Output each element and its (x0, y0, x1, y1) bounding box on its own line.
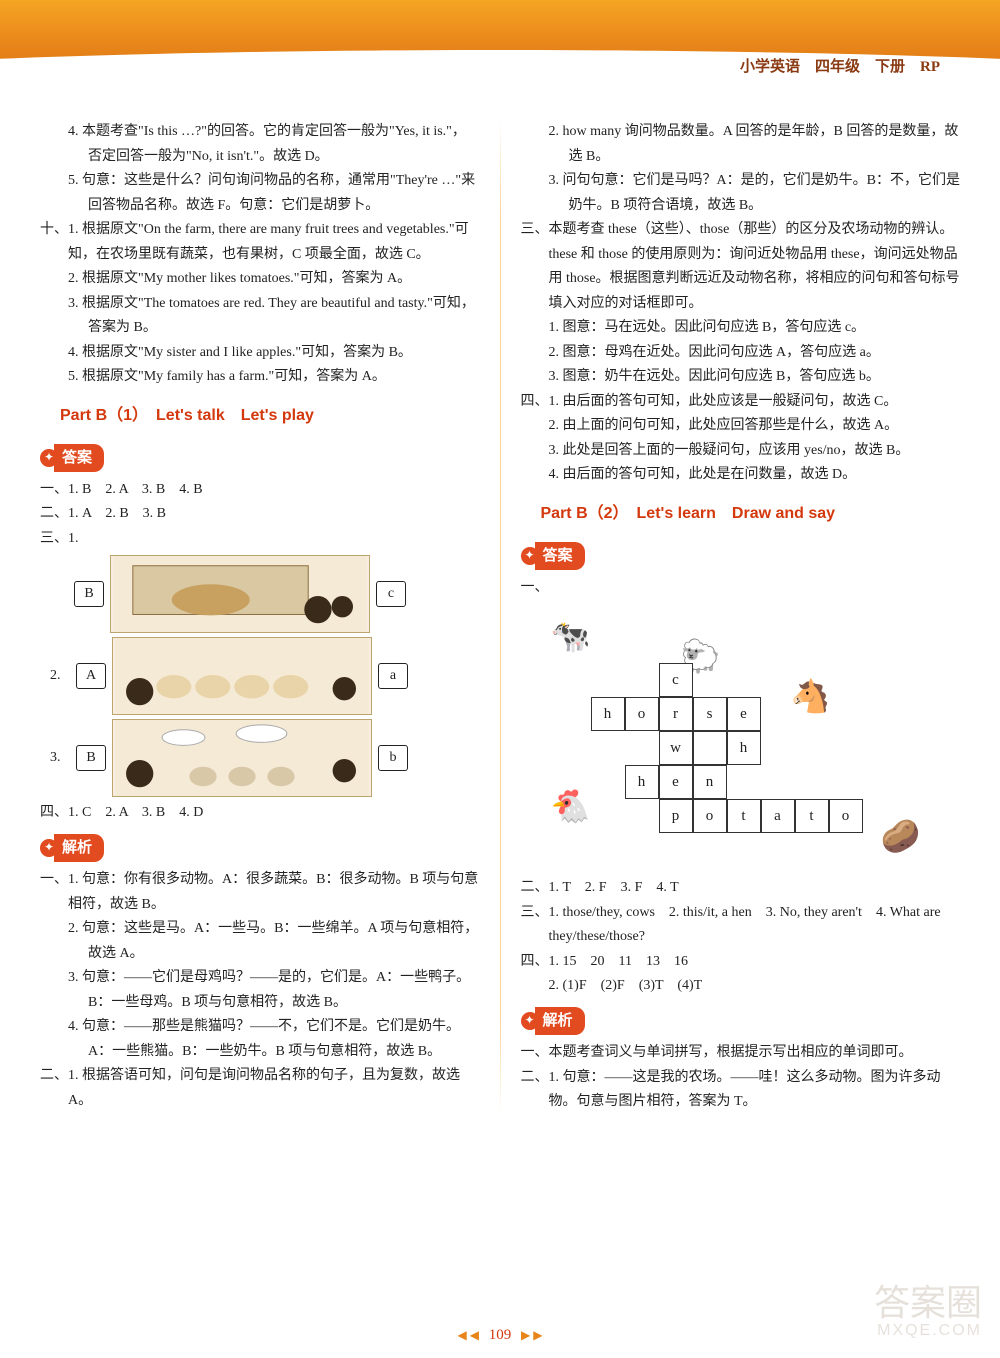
hen-icon: 🐔 (551, 778, 591, 834)
answer-line: 四、1. 15 20 11 13 16 (521, 950, 961, 975)
part-b2-title: Part B（2） Let's learn Draw and say (541, 500, 961, 528)
section10-item: 3. 根据原文"The tomatoes are red. They are b… (40, 292, 480, 341)
cont-item: 2. how many 询问物品数量。A 回答的是年龄，B 回答的是数量，故选 … (521, 120, 961, 169)
watermark-big: 答案圈 (874, 1283, 982, 1323)
page-footer: ◀ ◀ 109 ▶ ▶ (0, 1327, 1000, 1344)
analysis-item: 4. 句意：——那些是熊猫吗？——不，它们不是。它们是奶牛。A：一些熊猫。B：一… (40, 1015, 480, 1064)
triangle-icon: ▶ ▶ (521, 1328, 542, 1342)
star-icon: ✦ (40, 839, 58, 857)
star-icon: ✦ (521, 547, 539, 565)
crossword-cell: o (693, 799, 727, 833)
answers-label: 答案 (54, 444, 104, 472)
analysis-label: 解析 (535, 1007, 585, 1035)
main-content: 4. 本题考查"Is this …?"的回答。它的肯定回答一般为"Yes, it… (0, 90, 1000, 1175)
para-item: 5. 句意：这些是什么？问句询问物品的名称，通常用"They're …"来回答物… (40, 169, 480, 218)
answers-tag: ✦ 答案 (521, 542, 585, 570)
analysis-item: 2. 句意：这些是马。A：一些马。B：一些绵羊。A 项与句意相符，故选 A。 (40, 917, 480, 966)
watermark-small: MXQE.COM (874, 1322, 982, 1340)
crossword-cell: p (659, 799, 693, 833)
scene-illustration (112, 719, 372, 797)
section4-item: 2. 由上面的问句可知，此处应回答那些是什么，故选 A。 (521, 414, 961, 439)
cow-icon: 🐄 (551, 608, 591, 664)
section4-item: 3. 此处是回答上面的一般疑问句，应该用 yes/no，故选 B。 (521, 439, 961, 464)
answer-line: 三、1. (40, 527, 480, 552)
column-divider (500, 120, 501, 1115)
header-text: 小学英语 四年级 下册 RP (740, 55, 940, 76)
crossword-cell: h (591, 697, 625, 731)
answer-line: 二、1. A 2. B 3. B (40, 502, 480, 527)
section3-item: 1. 图意：马在远处。因此问句应选 B，答句应选 c。 (521, 316, 961, 341)
scene-illustration (110, 555, 370, 633)
row-num: 3. (50, 746, 70, 771)
crossword-cell: s (693, 697, 727, 731)
analysis-item: 一、1. 句意：你有很多动物。A：很多蔬菜。B：很多动物。B 项与句意相符，故选… (40, 868, 480, 917)
label-box: a (378, 663, 408, 689)
label-box: B (76, 745, 106, 771)
label-box: b (378, 745, 408, 771)
crossword-cell: r (659, 697, 693, 731)
answer-line: 三、1. those/they, cows 2. this/it, a hen … (521, 901, 961, 950)
crossword-cell: t (795, 799, 829, 833)
analysis-item: 二、1. 根据答语可知，问句是询问物品名称的句子，且为复数，故选 A。 (40, 1064, 480, 1113)
horse-icon: 🐴 (791, 668, 831, 724)
answer-line: 一、1. B 2. A 3. B 4. B (40, 478, 480, 503)
analysis-item: 二、1. 句意：——这是我的农场。——哇！这么多动物。图为许多动物。句意与图片相… (521, 1066, 961, 1115)
section3-item: 2. 图意：母鸡在近处。因此问句应选 A，答句应选 a。 (521, 341, 961, 366)
crossword-cell: o (625, 697, 659, 731)
left-column: 4. 本题考查"Is this …?"的回答。它的肯定回答一般为"Yes, it… (40, 120, 480, 1115)
page-number: 109 (489, 1327, 512, 1343)
row-num: 2. (50, 664, 70, 689)
crossword-cell: o (829, 799, 863, 833)
scene-row: 3. B b (74, 719, 480, 797)
section10-item: 5. 根据原文"My family has a farm."可知，答案为 A。 (40, 365, 480, 390)
star-icon: ✦ (40, 449, 58, 467)
analysis-tag: ✦ 解析 (40, 834, 104, 862)
analysis-label: 解析 (54, 834, 104, 862)
cross-intro: 一、 (521, 576, 961, 601)
analysis-tag: ✦ 解析 (521, 1007, 585, 1035)
cont-item: 3. 问句句意：它们是马吗？A：是的，它们是奶牛。B：不，它们是奶牛。B 项符合… (521, 169, 961, 218)
crossword-cell: h (625, 765, 659, 799)
scene-illustration (112, 637, 372, 715)
crossword-grid: 🐄 🐑 🐴 🐔 🥔 chorsewhhenpotato (551, 608, 911, 868)
crossword-cell (693, 731, 727, 765)
answer-line: 四、1. C 2. A 3. B 4. D (40, 801, 480, 826)
label-box: A (76, 663, 106, 689)
label-box: c (376, 581, 406, 607)
crossword-cell: h (727, 731, 761, 765)
answers-tag: ✦ 答案 (40, 444, 104, 472)
potato-icon: 🥔 (881, 808, 921, 864)
crossword-cell: e (727, 697, 761, 731)
para-item: 4. 本题考查"Is this …?"的回答。它的肯定回答一般为"Yes, it… (40, 120, 480, 169)
section10-item: 2. 根据原文"My mother likes tomatoes."可知，答案为… (40, 267, 480, 292)
crossword-cell: e (659, 765, 693, 799)
section3-item: 3. 图意：奶牛在远处。因此问句应选 B，答句应选 b。 (521, 365, 961, 390)
watermark: 答案圈 MXQE.COM (874, 1283, 982, 1340)
header-banner: 小学英语 四年级 下册 RP (0, 0, 1000, 90)
crossword-cell: c (659, 663, 693, 697)
label-box: B (74, 581, 104, 607)
answers-label: 答案 (535, 542, 585, 570)
right-column: 2. how many 询问物品数量。A 回答的是年龄，B 回答的是数量，故选 … (521, 120, 961, 1115)
section3-item: 三、本题考查 these（这些）、those（那些）的区分及农场动物的辨认。th… (521, 218, 961, 316)
answer-line: 二、1. T 2. F 3. F 4. T (521, 876, 961, 901)
triangle-icon: ◀ ◀ (458, 1328, 479, 1342)
analysis-item: 一、本题考查词义与单词拼写，根据提示写出相应的单词即可。 (521, 1041, 961, 1066)
section10-item: 十、1. 根据原文"On the farm, there are many fr… (40, 218, 480, 267)
star-icon: ✦ (521, 1012, 539, 1030)
section4-item: 四、1. 由后面的答句可知，此处应该是一般疑问句，故选 C。 (521, 390, 961, 415)
part-b1-title: Part B（1） Let's talk Let's play (60, 402, 480, 430)
section10-item: 4. 根据原文"My sister and I like apples."可知，… (40, 341, 480, 366)
scene-row: 2. A a (74, 637, 480, 715)
crossword-cell: w (659, 731, 693, 765)
section4-item: 4. 由后面的答句可知，此处是在问数量，故选 D。 (521, 463, 961, 488)
answer-line: 2. (1)F (2)F (3)T (4)T (521, 974, 961, 999)
crossword-cell: a (761, 799, 795, 833)
scene-row: B c (74, 555, 480, 633)
crossword-cell: t (727, 799, 761, 833)
crossword-cell: n (693, 765, 727, 799)
analysis-item: 3. 句意：——它们是母鸡吗？——是的，它们是。A：一些鸭子。B：一些母鸡。B … (40, 966, 480, 1015)
